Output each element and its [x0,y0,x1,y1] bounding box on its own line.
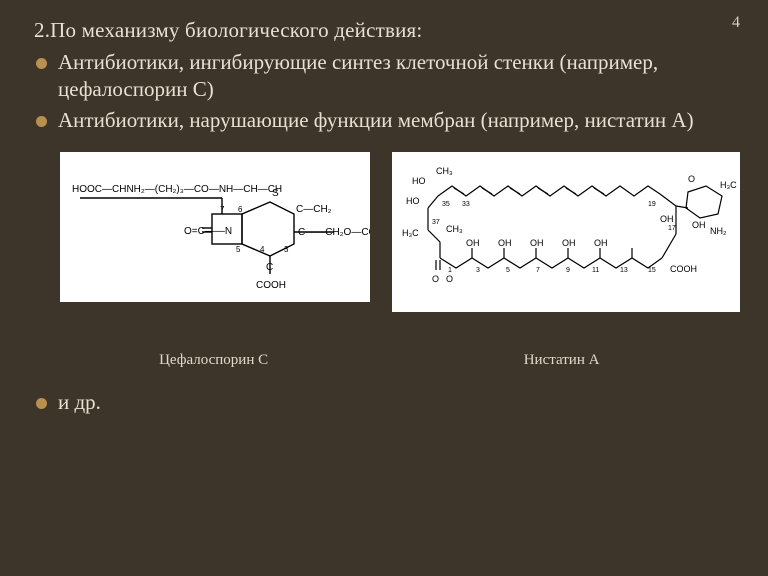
svg-text:7: 7 [220,205,225,214]
svg-text:C: C [266,262,273,273]
svg-text:1: 1 [448,267,452,274]
slide-heading: 2.По механизму биологического действия: [34,18,734,43]
svg-text:O: O [688,174,695,184]
svg-text:C——CH₂O—CO—CH₃: C——CH₂O—CO—CH₃ [298,227,370,238]
svg-text:COOH: COOH [256,280,286,291]
svg-text:3: 3 [284,245,289,254]
svg-text:H₃C: H₃C [402,228,419,238]
list-item: Антибиотики, нарушающие функции мембран … [34,107,734,134]
svg-text:OH: OH [660,214,674,224]
svg-text:COOH: COOH [670,264,697,274]
cephalosporin-structure: HOOC—CHNH₂—(CH₂)₃—CO—NH—CH—CH S C—CH₂ O=… [60,152,370,302]
svg-text:13: 13 [620,267,628,274]
svg-text:O: O [432,274,439,284]
svg-text:OH: OH [498,238,512,248]
nystatin-structure: HO CH₃ HO H₃C CH₃ OH OH OH OH OH COOH O … [392,152,740,312]
caption-nystatin: Нистатин А [389,352,734,369]
svg-text:5: 5 [236,245,241,254]
page-number: 4 [732,14,740,32]
svg-text:S: S [272,188,279,199]
figure-row: HOOC—CHNH₂—(CH₂)₃—CO—NH—CH—CH S C—CH₂ O=… [60,152,734,312]
svg-text:OH: OH [594,238,608,248]
svg-text:OH: OH [466,238,480,248]
figure-cephalosporin: HOOC—CHNH₂—(CH₂)₃—CO—NH—CH—CH S C—CH₂ O=… [60,152,370,302]
svg-text:5: 5 [506,267,510,274]
svg-text:OH: OH [530,238,544,248]
svg-text:NH₂: NH₂ [710,226,727,236]
list-item: и др. [34,389,734,416]
svg-text:11: 11 [592,267,599,274]
svg-text:HOOC—CHNH₂—(CH₂)₃—CO—NH—CH—CH: HOOC—CHNH₂—(CH₂)₃—CO—NH—CH—CH [72,184,282,195]
list-item: Антибиотики, ингибирующие синтез клеточн… [34,49,734,103]
svg-text:C—CH₂: C—CH₂ [296,204,332,215]
caption-row: Цефалоспорин С Нистатин А [60,352,734,369]
slide: 4 2.По механизму биологического действия… [0,0,768,576]
svg-text:HO: HO [406,196,420,206]
svg-text:6: 6 [238,205,243,214]
svg-text:15: 15 [648,267,656,274]
svg-text:35: 35 [442,201,450,208]
svg-text:3: 3 [476,267,480,274]
svg-text:37: 37 [432,219,440,226]
svg-text:19: 19 [648,201,656,208]
svg-text:OH: OH [562,238,576,248]
svg-text:CH₃: CH₃ [436,166,453,176]
svg-text:O=C——N: O=C——N [184,226,232,237]
svg-text:HO: HO [412,176,426,186]
svg-text:9: 9 [566,267,570,274]
svg-text:OH: OH [692,220,706,230]
svg-text:4: 4 [260,245,265,254]
svg-text:H₃C: H₃C [720,180,737,190]
svg-text:17: 17 [668,225,676,232]
bullet-list-after: и др. [34,389,734,416]
svg-text:33: 33 [462,201,470,208]
svg-text:CH₃: CH₃ [446,224,463,234]
bullet-list: Антибиотики, ингибирующие синтез клеточн… [34,49,734,134]
svg-text:O: O [446,274,453,284]
caption-cephalosporin: Цефалоспорин С [60,352,367,369]
figure-nystatin: HO CH₃ HO H₃C CH₃ OH OH OH OH OH COOH O … [392,152,740,312]
svg-text:7: 7 [536,267,540,274]
